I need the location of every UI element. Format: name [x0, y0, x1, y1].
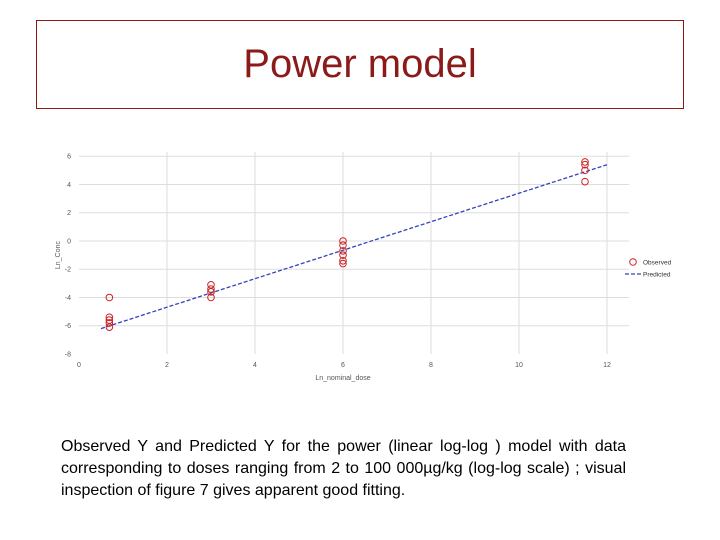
y-tick-label: 6: [67, 154, 71, 161]
observed-point: [339, 259, 347, 268]
y-tick-label: -6: [65, 323, 71, 330]
figure-caption: Observed Y and Predicted Y for the power…: [61, 438, 626, 499]
legend-predicted-label: Predicted: [643, 272, 671, 279]
observed-point: [339, 256, 347, 265]
y-tick-label: 4: [67, 182, 71, 189]
observed-point: [581, 160, 589, 169]
y-tick-label: -8: [65, 352, 71, 359]
observed-point: [207, 293, 215, 302]
observed-point: [581, 166, 589, 175]
y-tick-label: 2: [67, 210, 71, 217]
y-tick-label: 0: [67, 238, 71, 245]
power-model-chart: 0 2 4 6 8 10 12 -8 -6 -4 -2 0 2 4 6 Ln_nominal_dose Ln_C…: [55, 152, 672, 382]
x-tick-label: 8: [429, 362, 433, 369]
y-axis-label: Ln_Conc: [55, 241, 62, 270]
observed-point: [207, 288, 215, 296]
observed-point: [105, 319, 114, 327]
slide-title: Power model: [243, 42, 477, 86]
legend-observed-label: Observed: [643, 260, 672, 267]
predicted-line: [100, 164, 608, 330]
x-tick-label: 6: [341, 362, 345, 369]
observed-point: [339, 251, 347, 259]
observed-point: [339, 247, 347, 255]
x-tick-label: 12: [603, 362, 611, 369]
observed-point: [207, 285, 215, 293]
observed-point: [581, 158, 589, 166]
observed-point: [339, 241, 347, 250]
x-tick-label: 4: [253, 362, 257, 369]
legend-observed-marker: [629, 258, 637, 266]
y-tick-label: -2: [65, 267, 71, 274]
x-tick-label: 2: [165, 362, 169, 369]
observed-point: [105, 313, 114, 322]
title-box: Power model: [36, 20, 684, 109]
observed-point: [581, 177, 589, 186]
observed-point: [339, 237, 347, 245]
y-tick-label: -4: [65, 295, 71, 302]
x-axis-label: Ln_nominal_dose: [315, 375, 370, 382]
observed-point: [105, 323, 114, 331]
x-tick-label: 0: [77, 362, 81, 369]
observed-point: [105, 293, 114, 302]
x-tick-label: 10: [515, 362, 523, 369]
